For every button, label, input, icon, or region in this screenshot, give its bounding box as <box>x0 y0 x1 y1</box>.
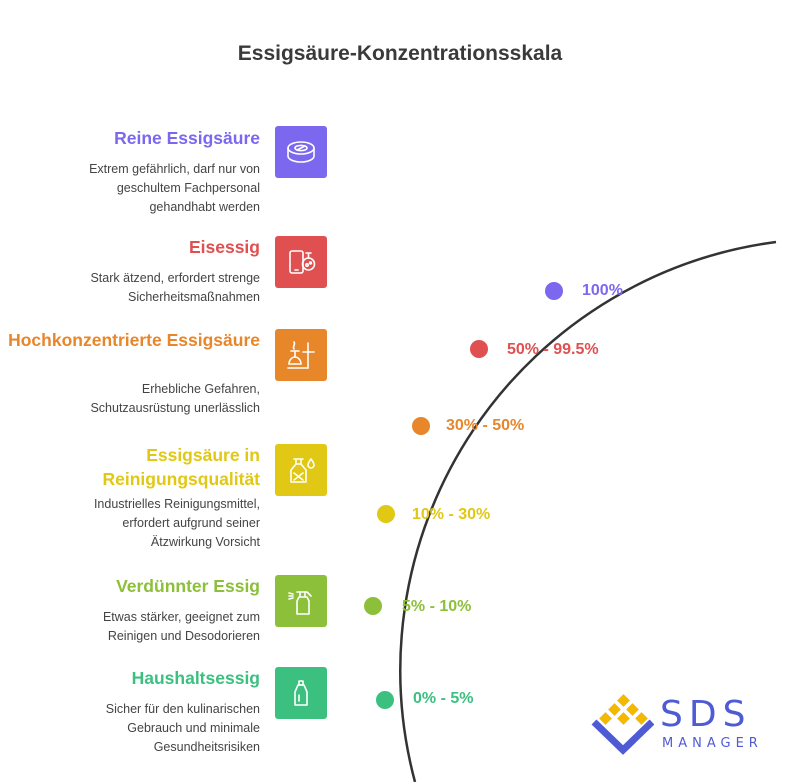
scale-arc-line <box>399 240 777 782</box>
marker-dot-5-10 <box>364 597 382 615</box>
marker-dot-10-30 <box>377 505 395 523</box>
level-description-cleaning: Industrielles Reinigungsmittel, erforder… <box>93 497 260 549</box>
level-description-diluted: Etwas stärker, geeignet zum Reinigen und… <box>102 610 260 643</box>
lab-burner-icon <box>275 329 327 381</box>
level-heading-household: Haushaltsessig <box>131 668 260 688</box>
range-label-0-5: 0% - 5% <box>413 690 474 707</box>
level-description-pure: Extrem gefährlich, darf nur von geschult… <box>89 162 260 214</box>
spray-bottle-icon <box>275 575 327 627</box>
logo-diamond-icon <box>591 694 654 755</box>
level-description-glacial: Stark ätzend, erfordert strenge Sicherhe… <box>90 271 260 304</box>
detergent-bottle-icon <box>275 667 327 719</box>
marker-dot-100 <box>545 282 563 300</box>
tape-roll-icon <box>275 126 327 178</box>
hazard-bottle-icon <box>275 444 327 496</box>
level-description-household: Sicher für den kulinarischen Gebrauch un… <box>105 702 260 754</box>
page-title: Essigsäure-Konzentrationsskala <box>237 42 563 65</box>
range-label-100: 100% <box>582 282 623 299</box>
sds-manager-logo: SDS MANAGER <box>590 690 770 760</box>
level-heading-cleaning: Essigsäure in Reinigungsqualität <box>102 445 261 489</box>
range-label-5-10: 5% - 10% <box>402 598 472 615</box>
marker-dot-30-50 <box>412 417 430 435</box>
level-description-high: Erhebliche Gefahren, Schutzausrüstung un… <box>90 382 260 415</box>
level-heading-diluted: Verdünnter Essig <box>116 576 260 596</box>
level-heading-pure: Reine Essigsäure <box>114 128 260 148</box>
range-label-30-50: 30% - 50% <box>446 417 525 434</box>
phone-flask-icon <box>275 236 327 288</box>
level-heading-glacial: Eisessig <box>188 237 260 257</box>
range-label-50-99: 50% - 99.5% <box>507 341 599 358</box>
logo-name: SDS <box>660 694 752 735</box>
level-heading-high: Hochkonzentrierte Essigsäure <box>8 330 260 350</box>
marker-dot-50-99 <box>470 340 488 358</box>
range-label-10-30: 10% - 30% <box>412 506 491 523</box>
logo-subtitle: MANAGER <box>662 736 763 751</box>
marker-dot-0-5 <box>376 691 394 709</box>
